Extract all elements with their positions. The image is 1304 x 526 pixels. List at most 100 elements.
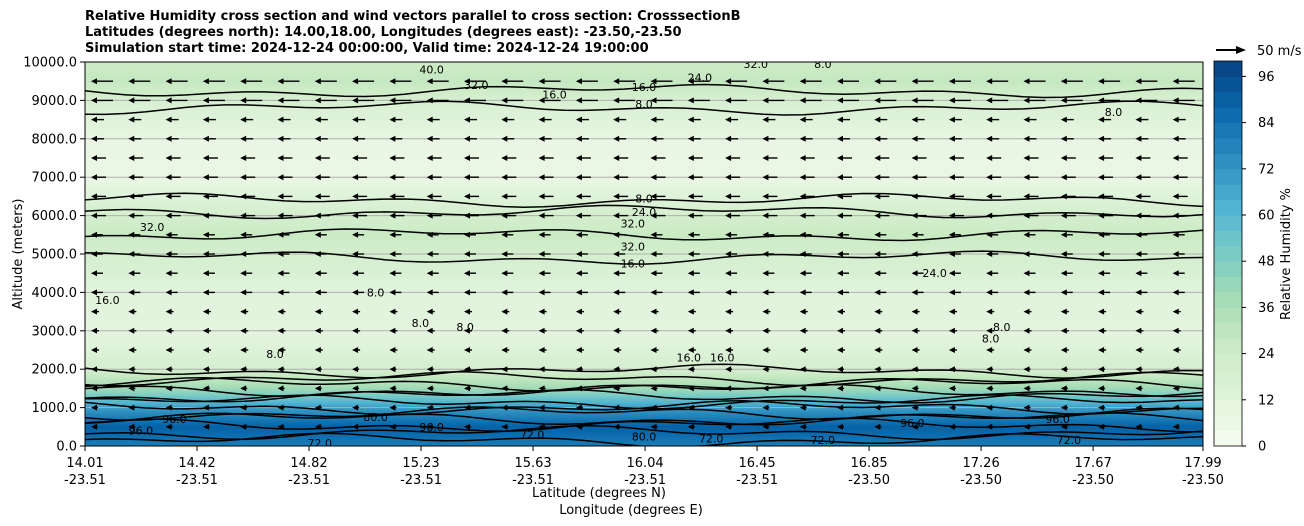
wind-arrow [986, 231, 999, 238]
wind-arrow [1172, 97, 1195, 104]
wind-arrow [613, 78, 636, 85]
wind-arrow [464, 308, 472, 315]
rh-band [85, 90, 1203, 94]
wind-arrow [1098, 135, 1112, 142]
x-tick-label-lat: 15.63 [514, 456, 551, 471]
wind-arrow [687, 78, 710, 85]
wind-arrow [799, 385, 807, 392]
rh-band [85, 220, 1203, 224]
wind-arrow [799, 327, 808, 334]
wind-arrow [1098, 231, 1111, 238]
wind-arrow [538, 193, 554, 200]
wind-arrow [464, 155, 479, 161]
wind-arrow [762, 327, 771, 334]
wind-arrow [426, 174, 442, 181]
wind-arrow [91, 97, 113, 104]
wind-arrow [799, 251, 812, 257]
wind-arrow [837, 270, 849, 277]
wind-arrow [762, 193, 778, 200]
wind-arrow [314, 212, 330, 219]
wind-arrow [725, 78, 748, 85]
wind-arrow [874, 385, 882, 392]
wind-arrow [1023, 423, 1031, 430]
rh-band [85, 201, 1203, 207]
wind-arrow [277, 212, 293, 219]
wind-arrow [1023, 97, 1046, 104]
wind-arrow [650, 97, 673, 104]
wind-arrow [687, 404, 695, 411]
colorbar-segment [1214, 122, 1242, 139]
wind-arrow [501, 366, 509, 373]
colorbar-segment [1214, 430, 1242, 447]
rh-band [85, 326, 1203, 332]
wind-arrow [1172, 212, 1188, 219]
wind-arrow [1098, 327, 1107, 334]
wind-arrow [538, 135, 552, 142]
wind-arrow [948, 97, 971, 104]
rh-band [85, 342, 1203, 346]
wind-arrow [277, 327, 286, 334]
wind-arrow [874, 347, 883, 353]
wind-arrow [128, 251, 141, 257]
wind-arrow [352, 347, 361, 353]
wind-arrow [874, 366, 882, 373]
wind-arrow [911, 97, 934, 104]
contour-line-16.0 [85, 250, 1203, 265]
colorbar-segment [1214, 415, 1242, 431]
wind-arrow [128, 289, 141, 296]
wind-arrow [762, 251, 775, 257]
wind-arrow [389, 212, 405, 219]
rh-band [85, 434, 1203, 437]
rh-filled-contours [85, 62, 1203, 446]
wind-arrow [240, 423, 248, 430]
wind-arrow [426, 327, 435, 334]
colorbar-segment [1214, 153, 1242, 170]
wind-arrow [650, 174, 666, 181]
wind-arrow [725, 174, 741, 181]
wind-arrow [1060, 404, 1068, 411]
wind-arrow [352, 289, 365, 296]
wind-arrow [725, 97, 748, 104]
wind-arrow [1023, 289, 1036, 296]
rh-band [85, 222, 1203, 226]
wind-arrow [1172, 135, 1186, 142]
contour-label: 96.0 [162, 413, 187, 426]
rh-band [85, 76, 1203, 80]
rh-band [85, 436, 1203, 440]
contour-label: 32.0 [621, 240, 646, 253]
wind-arrow [426, 385, 434, 392]
wind-arrow [165, 423, 173, 430]
wind-arrow [1023, 404, 1031, 411]
rh-band [85, 297, 1203, 303]
wind-arrow [613, 212, 629, 219]
contour-label: 80.0 [632, 430, 657, 443]
wind-arrow [240, 404, 248, 411]
contour-line-16.0 [85, 83, 1203, 99]
wind-arrow [91, 347, 99, 353]
wind-arrow [240, 327, 249, 334]
wind-arrow [799, 116, 813, 123]
wind-arrow [911, 78, 934, 85]
x-tick-label-lon: -23.51 [64, 473, 106, 488]
wind-arrow [575, 231, 588, 238]
wind-arrow [91, 116, 104, 123]
wind-arrow [352, 193, 368, 200]
wind-arrow [314, 308, 323, 315]
wind-arrow [799, 289, 812, 296]
wind-arrow [986, 97, 1009, 104]
wind-arrow [1172, 347, 1181, 353]
contour-lines [85, 83, 1203, 446]
wind-arrow [1098, 251, 1111, 257]
rh-band [85, 340, 1203, 344]
wind-arrow [1060, 327, 1069, 334]
wind-arrow [538, 231, 551, 238]
rh-band [85, 431, 1203, 435]
wind-arrow [837, 366, 844, 373]
wind-arrow [762, 78, 785, 85]
wind-arrow [575, 270, 588, 277]
rh-band [85, 74, 1203, 77]
wind-arrow [874, 78, 897, 85]
wind-arrow [575, 155, 591, 161]
wind-arrow [837, 404, 844, 411]
rh-band [85, 410, 1203, 413]
